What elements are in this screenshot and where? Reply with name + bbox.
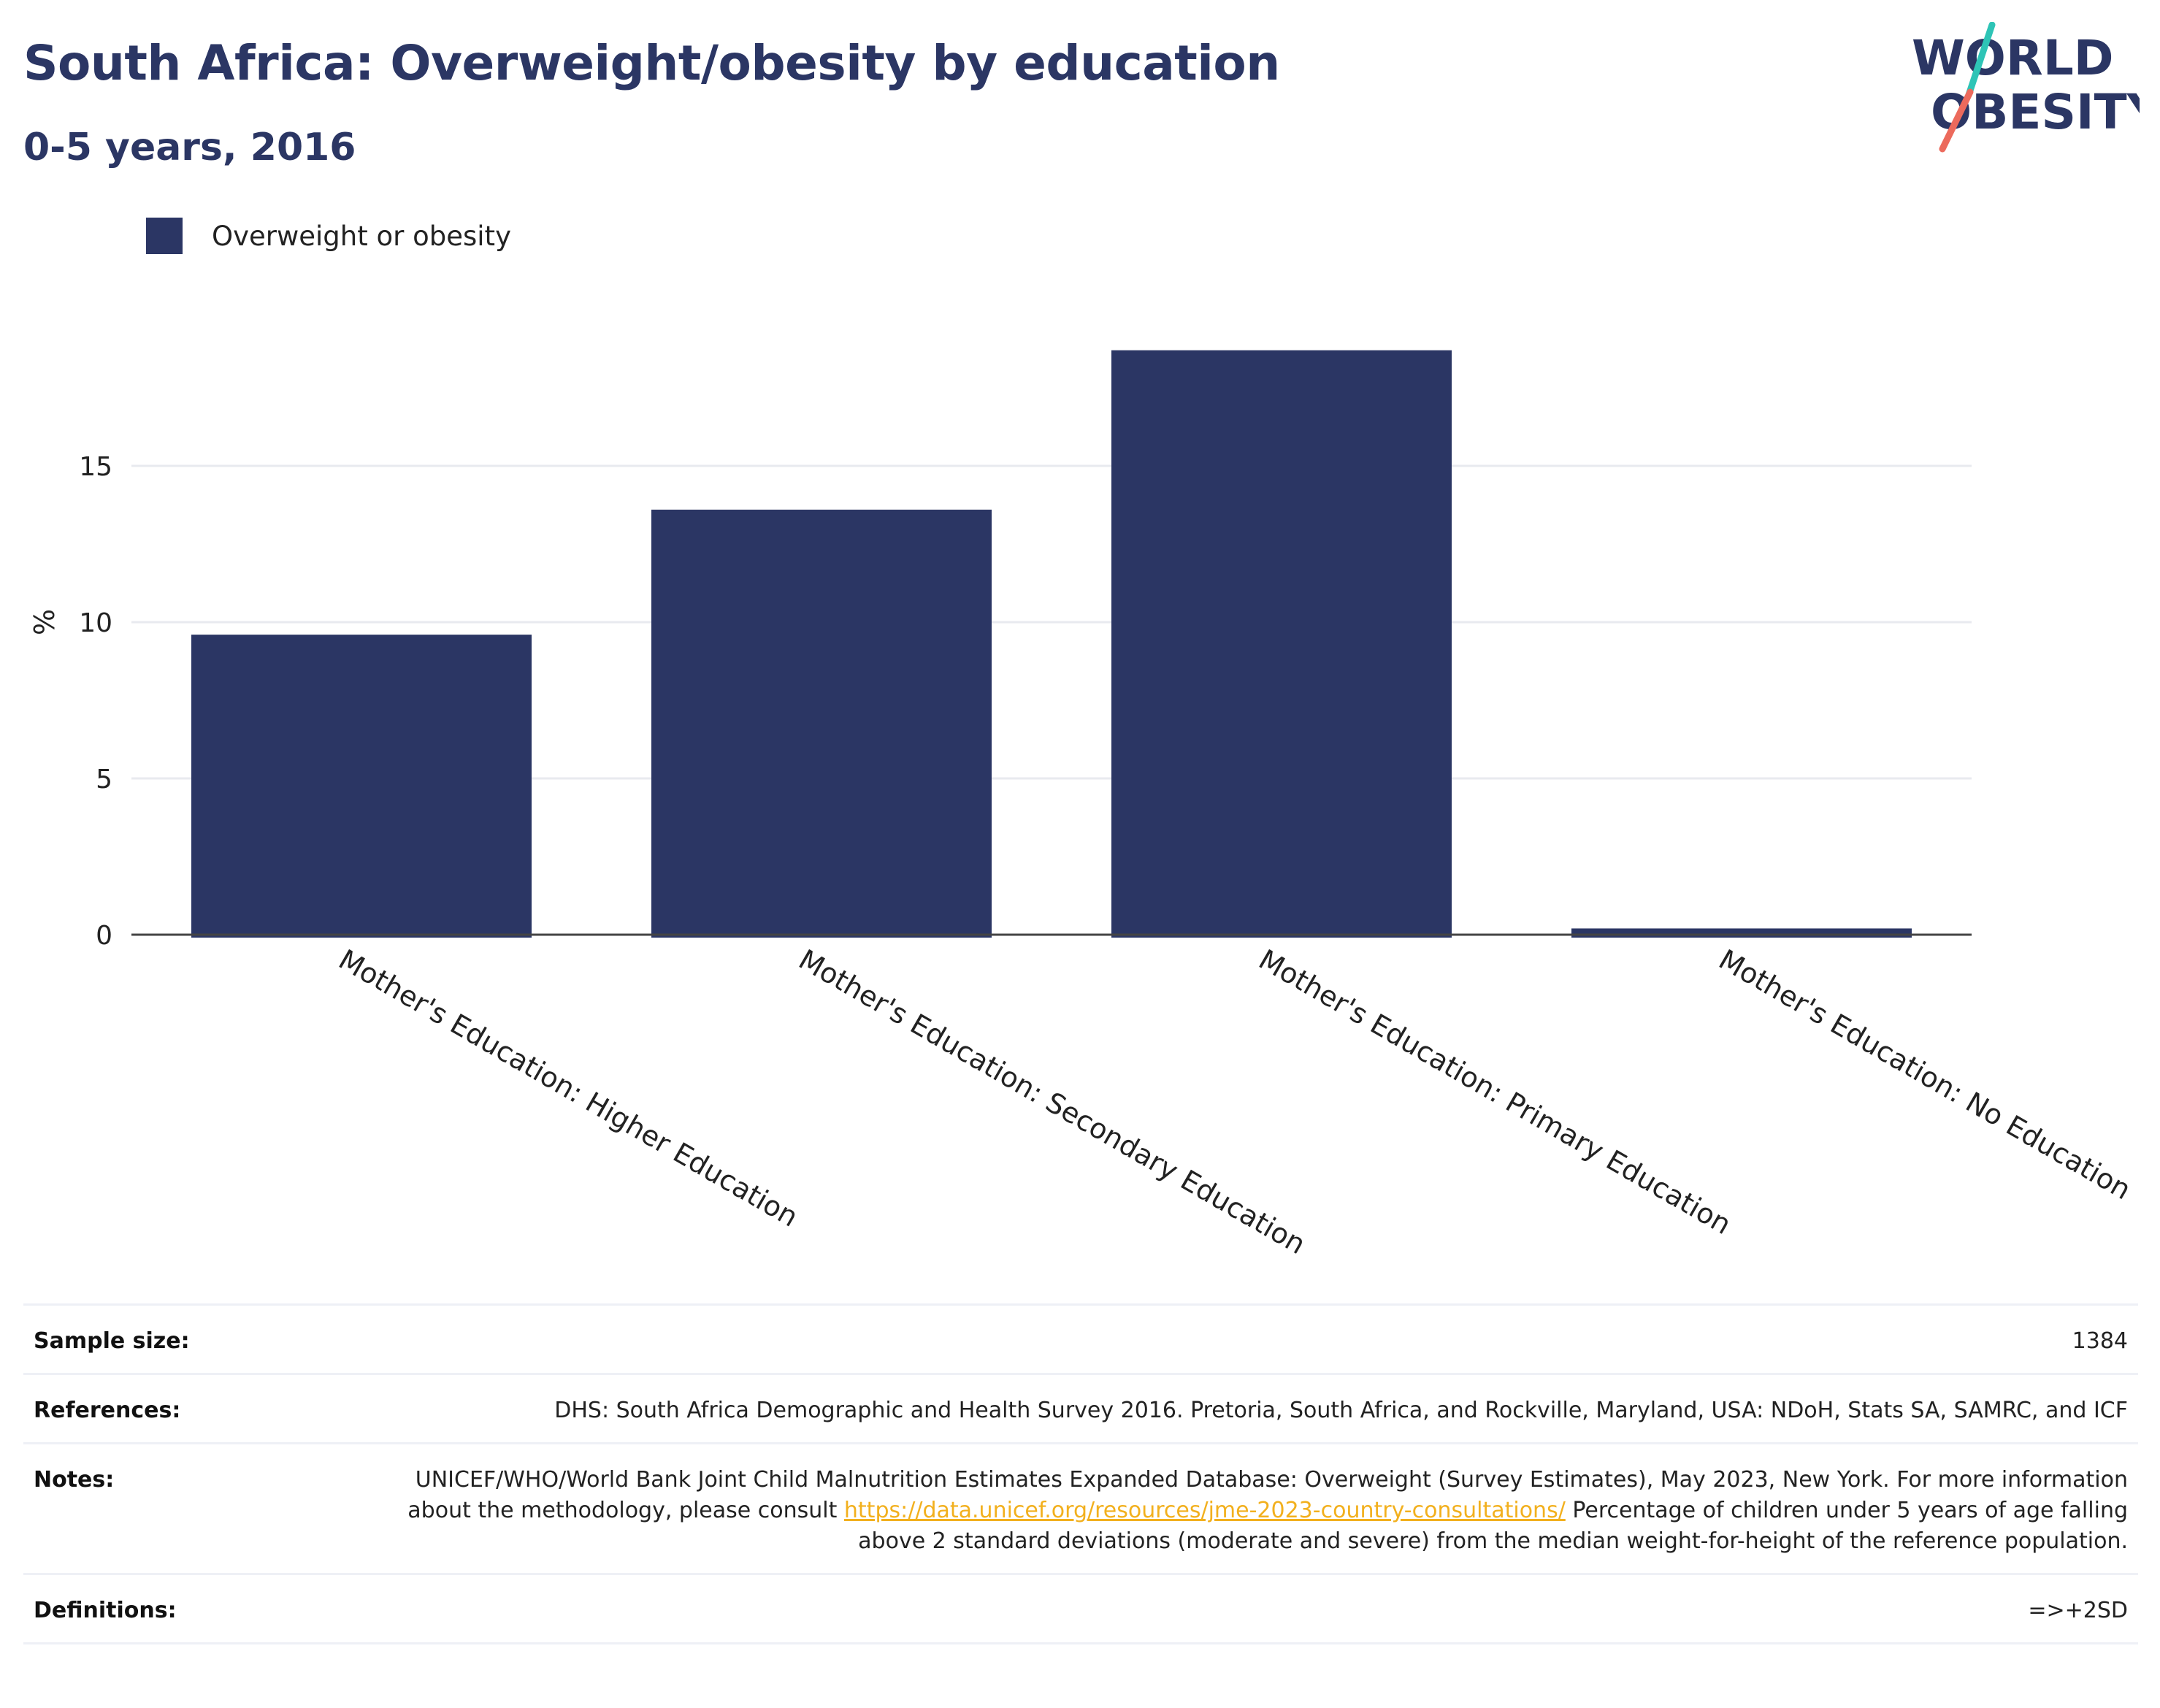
info-row-sample-size: Sample size: 1384 bbox=[23, 1303, 2138, 1373]
bar[interactable] bbox=[651, 509, 992, 938]
legend-label: Overweight or obesity bbox=[212, 220, 511, 252]
notes-link[interactable]: https://data.unicef.org/resources/jme-20… bbox=[843, 1498, 1566, 1523]
bars bbox=[191, 350, 1912, 938]
y-tick-label: 15 bbox=[79, 452, 112, 482]
chart-subtitle: 0-5 years, 2016 bbox=[23, 126, 356, 169]
info-table: Sample size: 1384 References: DHS: South… bbox=[23, 1303, 2138, 1644]
bar[interactable] bbox=[191, 635, 532, 938]
definitions-value: =>+2SD bbox=[2028, 1598, 2128, 1623]
bar[interactable] bbox=[1111, 350, 1452, 938]
x-tick-label: Mother's Education: Primary Education bbox=[1254, 943, 1737, 1241]
sample-size-label: Sample size: bbox=[34, 1328, 190, 1354]
info-row-definitions: Definitions: =>+2SD bbox=[23, 1573, 2138, 1644]
definitions-label: Definitions: bbox=[34, 1598, 177, 1623]
legend-swatch bbox=[146, 218, 183, 254]
logo-word-world: WORLD bbox=[1912, 30, 2114, 86]
logo-word-obesity: OBESITY bbox=[1931, 84, 2140, 140]
chart-legend[interactable]: Overweight or obesity bbox=[146, 215, 511, 256]
x-tick-label: Mother's Education: Higher Education bbox=[334, 943, 804, 1233]
notes-value: UNICEF/WHO/World Bank Joint Child Malnut… bbox=[399, 1465, 2128, 1557]
sample-size-value: 1384 bbox=[2072, 1328, 2128, 1354]
y-axis-ticks: 0 5 10 15 bbox=[79, 452, 112, 951]
info-row-notes: Notes: UNICEF/WHO/World Bank Joint Child… bbox=[23, 1442, 2138, 1573]
x-tick-label: Mother's Education: Secondary Education bbox=[794, 943, 1311, 1261]
x-tick-label: Mother's Education: No Education bbox=[1714, 943, 2137, 1206]
chart-title: South Africa: Overweight/obesity by educ… bbox=[23, 35, 1280, 91]
notes-text-2: Percentage of children under 5 years of … bbox=[858, 1498, 2128, 1554]
info-row-references: References: DHS: South Africa Demographi… bbox=[23, 1373, 2138, 1442]
logo-slash-teal bbox=[1965, 22, 1996, 99]
y-tick-label: 10 bbox=[79, 608, 112, 638]
x-axis-ticks: Mother's Education: Higher EducationMoth… bbox=[334, 943, 2137, 1261]
logo-slash-coral bbox=[1939, 88, 1974, 153]
y-tick-label: 5 bbox=[96, 765, 112, 794]
bar-chart: 0 5 10 15 % Mother's Education: Higher Educ… bbox=[28, 350, 2137, 1261]
references-value: DHS: South Africa Demographic and Health… bbox=[554, 1398, 2128, 1423]
y-axis-label: % bbox=[28, 609, 61, 635]
bar[interactable] bbox=[1571, 928, 1912, 938]
references-label: References: bbox=[34, 1398, 181, 1423]
world-obesity-logo: WORLD OBESITY bbox=[1912, 22, 2140, 153]
notes-text-1: UNICEF/WHO/World Bank Joint Child Malnut… bbox=[407, 1467, 2128, 1523]
y-tick-label: 0 bbox=[96, 921, 112, 951]
notes-label: Notes: bbox=[34, 1467, 115, 1493]
